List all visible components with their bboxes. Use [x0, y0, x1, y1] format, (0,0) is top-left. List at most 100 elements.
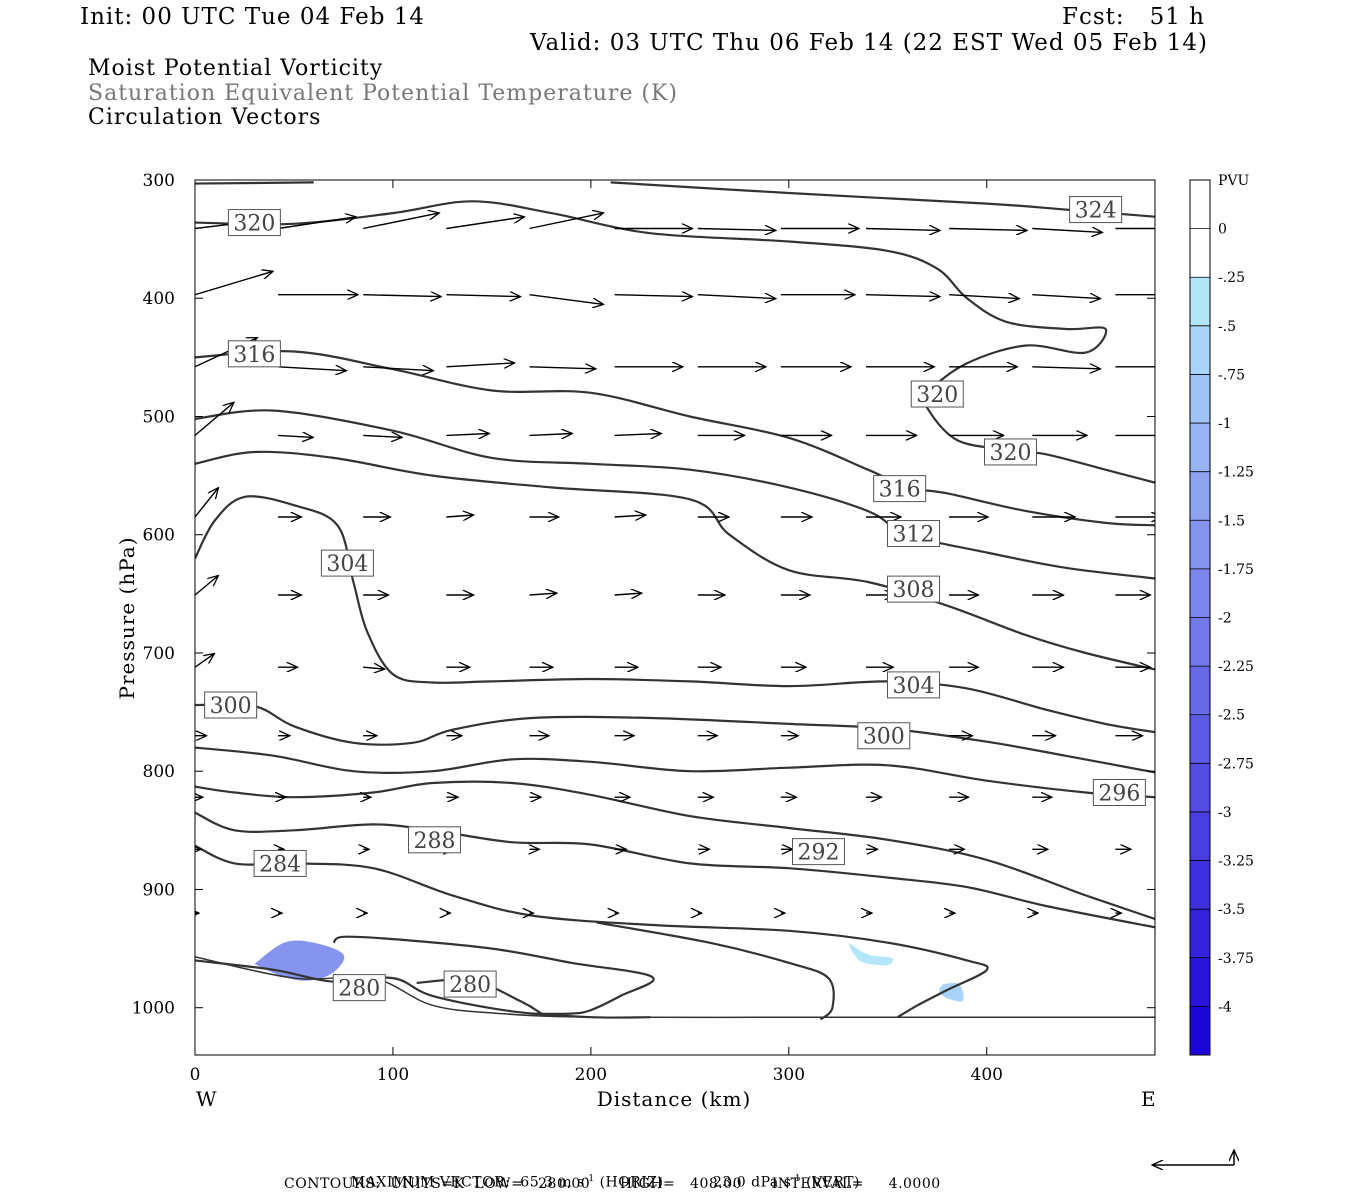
y-tick-label: 1000 — [132, 999, 175, 1019]
colorbar-tick-label: -1.25 — [1218, 465, 1254, 481]
contour-label-box — [984, 438, 1038, 466]
colorbar-tick-label: -2.75 — [1218, 756, 1254, 772]
colorbar-tick-label: -1 — [1218, 416, 1232, 432]
circulation-vector — [529, 213, 604, 230]
max-vector-label: MAXIMUM VECTOR: — [350, 1174, 511, 1191]
colorbar-swatch — [1190, 811, 1210, 861]
circulation-vector — [529, 593, 557, 595]
contour-label-box — [792, 838, 846, 866]
colorbar-tick-label: -3.75 — [1218, 951, 1254, 967]
colorbar-swatch — [1190, 374, 1210, 424]
contour-label: 308 — [893, 578, 935, 603]
contour-label-box — [887, 671, 941, 699]
circulation-vector — [529, 294, 604, 305]
contour-label: 320 — [990, 441, 1032, 466]
contour-line-320 — [195, 200, 1155, 484]
contour-line-280b — [332, 935, 655, 1015]
colorbar-tick-label: -1.75 — [1218, 562, 1254, 578]
circulation-vector — [446, 515, 473, 517]
colorbar-unit-label: PVU — [1218, 173, 1250, 189]
colorbar-tick-label: -1.5 — [1218, 513, 1245, 529]
circulation-vector — [614, 593, 642, 595]
contour-label: 304 — [893, 674, 935, 699]
circulation-vector — [363, 367, 433, 371]
circulation-vector — [195, 271, 273, 296]
contour-line-288 — [195, 811, 1155, 929]
contour-label-box — [253, 849, 307, 877]
contour-label-box — [910, 380, 964, 408]
circulation-vector — [363, 435, 402, 437]
contour-label-box — [332, 974, 386, 1002]
circulation-vector — [278, 435, 313, 437]
contour-label: 300 — [210, 694, 252, 719]
field-title-vectors: Circulation Vectors — [88, 105, 322, 130]
contour-label-box — [1069, 196, 1123, 224]
contour-line-300 — [195, 703, 1155, 774]
max-vector-note: MAXIMUM VECTOR: 65.3 m s-1 (HORIZ) 23.0 … — [341, 1158, 860, 1191]
colorbar-swatch — [1190, 1006, 1210, 1056]
colorbar-swatch — [1190, 325, 1210, 375]
contour-label: 312 — [893, 523, 935, 548]
field-title-theta-es: Saturation Equivalent Potential Temperat… — [88, 81, 678, 106]
circulation-vector — [697, 295, 776, 299]
contours-note: CONTOURS: UNITS=K LOW= 280.00 HIGH= 408.… — [284, 1176, 941, 1192]
contour-line-284 — [195, 844, 989, 1019]
colorbar-swatch — [1190, 568, 1210, 618]
contour-label-box — [857, 722, 911, 750]
contour-line-316 — [195, 350, 1155, 527]
circulation-vector — [949, 229, 1027, 231]
contour-label: 320 — [233, 212, 275, 237]
colorbar-tick-label: -3 — [1218, 805, 1232, 821]
contour-label-box — [408, 826, 462, 854]
colorbar-swatch — [1190, 714, 1210, 764]
y-tick-label: 900 — [143, 880, 175, 900]
circulation-vector — [277, 217, 356, 230]
circulation-vector — [865, 229, 940, 231]
contour-line-280a — [195, 959, 651, 1019]
plot-frame — [194, 179, 1156, 1056]
contour-label-box — [873, 475, 927, 503]
contour-line-280d — [596, 921, 835, 1021]
contour-label-box — [443, 970, 497, 998]
contour-label: 284 — [259, 852, 301, 877]
colorbar-frame — [1189, 179, 1211, 1056]
circulation-vector — [614, 434, 662, 436]
contour-label-box — [227, 340, 281, 368]
colorbar-tick-label: -2.25 — [1218, 659, 1254, 675]
max-vector-vert: 23.0 dPa s — [713, 1174, 792, 1191]
circulation-vector — [1032, 367, 1100, 369]
colorbar-swatch — [1190, 860, 1210, 910]
contour-label: 324 — [1075, 199, 1117, 224]
contour-label: 292 — [798, 841, 840, 866]
colorbar-swatch — [1190, 471, 1210, 521]
x-tick-label: 0 — [190, 1065, 201, 1085]
contour-line-308 — [195, 450, 1155, 671]
colorbar-swatch — [1190, 520, 1210, 570]
contour-line-surface — [195, 956, 1155, 1019]
contour-label: 280 — [449, 973, 491, 998]
x-axis-east-label: E — [1141, 1087, 1156, 1111]
circulation-vector — [949, 295, 1019, 299]
circulation-vector — [446, 295, 520, 297]
contour-label: 280 — [338, 977, 380, 1002]
x-axis-title: Distance (km) — [597, 1087, 752, 1111]
horiz-tag: (HORIZ) — [599, 1174, 664, 1191]
contour-line-280c — [416, 978, 542, 1015]
colorbar-tick-label: -2 — [1218, 611, 1232, 627]
circulation-vector — [697, 229, 776, 231]
contour-label-box — [1092, 779, 1146, 806]
y-tick-label: 800 — [143, 762, 175, 782]
y-tick-label: 700 — [143, 644, 175, 664]
exponent-horiz: -1 — [584, 1174, 595, 1184]
colorbar-swatch — [1190, 423, 1210, 472]
vert-tag: (VERT) — [806, 1174, 860, 1191]
circulation-vector — [446, 434, 489, 436]
colorbar-tick-label: -.25 — [1218, 270, 1245, 286]
contour-line-304 — [195, 495, 1155, 734]
colorbar-swatch — [1190, 666, 1210, 716]
contour-label: 316 — [879, 478, 921, 503]
x-tick-label: 200 — [575, 1065, 607, 1085]
y-tick-label: 500 — [143, 407, 175, 427]
x-tick-label: 100 — [377, 1065, 409, 1085]
